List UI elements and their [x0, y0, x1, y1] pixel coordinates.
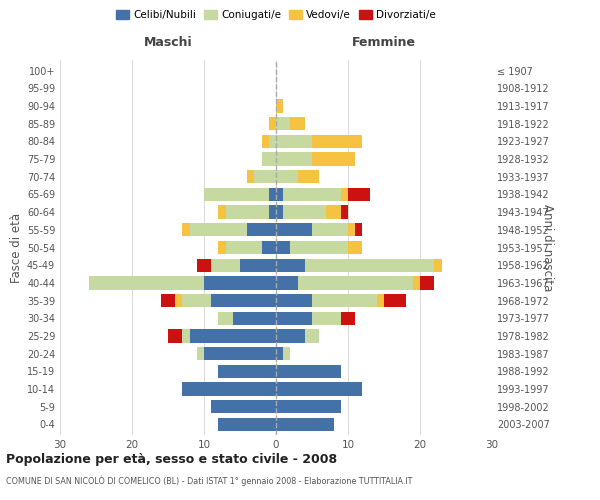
Bar: [348, 223, 355, 236]
Bar: [262, 241, 276, 254]
Bar: [262, 134, 269, 148]
Bar: [355, 223, 362, 236]
Bar: [312, 294, 377, 307]
Bar: [305, 330, 319, 342]
Text: Popolazione per età, sesso e stato civile - 2008: Popolazione per età, sesso e stato civil…: [6, 452, 337, 466]
Bar: [204, 347, 276, 360]
Y-axis label: Fasce di età: Fasce di età: [10, 212, 23, 282]
Bar: [269, 117, 276, 130]
Bar: [413, 276, 420, 289]
Bar: [211, 258, 240, 272]
Bar: [298, 276, 413, 289]
Bar: [290, 241, 348, 254]
Bar: [283, 347, 290, 360]
Bar: [190, 223, 247, 236]
Bar: [276, 134, 312, 148]
Bar: [276, 382, 362, 396]
Bar: [341, 312, 355, 325]
Bar: [211, 294, 276, 307]
Bar: [276, 294, 312, 307]
Text: COMUNE DI SAN NICOLÒ DI COMELICO (BL) - Dati ISTAT 1° gennaio 2008 - Elaborazion: COMUNE DI SAN NICOLÒ DI COMELICO (BL) - …: [6, 476, 412, 486]
Bar: [218, 241, 226, 254]
Bar: [269, 134, 276, 148]
Bar: [204, 276, 276, 289]
Bar: [283, 206, 326, 219]
Bar: [276, 152, 312, 166]
Bar: [298, 170, 319, 183]
Bar: [226, 206, 269, 219]
Bar: [182, 294, 211, 307]
Bar: [247, 223, 276, 236]
Bar: [190, 330, 276, 342]
Bar: [326, 206, 341, 219]
Bar: [276, 100, 283, 112]
Bar: [218, 312, 233, 325]
Bar: [348, 241, 362, 254]
Bar: [348, 188, 370, 201]
Bar: [204, 188, 269, 201]
Bar: [182, 330, 190, 342]
Bar: [312, 312, 341, 325]
Bar: [254, 170, 276, 183]
Bar: [312, 134, 362, 148]
Bar: [276, 364, 341, 378]
Bar: [276, 188, 283, 201]
Bar: [276, 258, 305, 272]
Bar: [312, 223, 348, 236]
Bar: [276, 223, 312, 236]
Bar: [247, 170, 254, 183]
Bar: [233, 312, 276, 325]
Bar: [276, 347, 283, 360]
Bar: [276, 170, 298, 183]
Bar: [305, 258, 434, 272]
Bar: [276, 117, 290, 130]
Bar: [218, 418, 276, 431]
Bar: [420, 276, 434, 289]
Bar: [211, 400, 276, 413]
Bar: [269, 206, 276, 219]
Bar: [197, 258, 211, 272]
Bar: [341, 206, 348, 219]
Bar: [218, 364, 276, 378]
Bar: [276, 312, 312, 325]
Bar: [312, 152, 355, 166]
Bar: [168, 330, 182, 342]
Bar: [226, 241, 262, 254]
Bar: [276, 276, 298, 289]
Bar: [175, 294, 182, 307]
Bar: [161, 294, 175, 307]
Bar: [434, 258, 442, 272]
Y-axis label: Anni di nascita: Anni di nascita: [541, 204, 554, 291]
Bar: [341, 188, 348, 201]
Text: Maschi: Maschi: [143, 36, 193, 50]
Bar: [276, 206, 283, 219]
Bar: [276, 418, 334, 431]
Bar: [197, 347, 204, 360]
Bar: [262, 152, 276, 166]
Bar: [384, 294, 406, 307]
Legend: Celibi/Nubili, Coniugati/e, Vedovi/e, Divorziati/e: Celibi/Nubili, Coniugati/e, Vedovi/e, Di…: [115, 8, 437, 22]
Bar: [377, 294, 384, 307]
Bar: [182, 223, 190, 236]
Bar: [240, 258, 276, 272]
Bar: [283, 188, 341, 201]
Bar: [276, 330, 305, 342]
Bar: [182, 382, 276, 396]
Bar: [218, 206, 226, 219]
Bar: [89, 276, 204, 289]
Text: Femmine: Femmine: [352, 36, 416, 50]
Bar: [290, 117, 305, 130]
Bar: [269, 188, 276, 201]
Bar: [276, 400, 341, 413]
Bar: [276, 241, 290, 254]
